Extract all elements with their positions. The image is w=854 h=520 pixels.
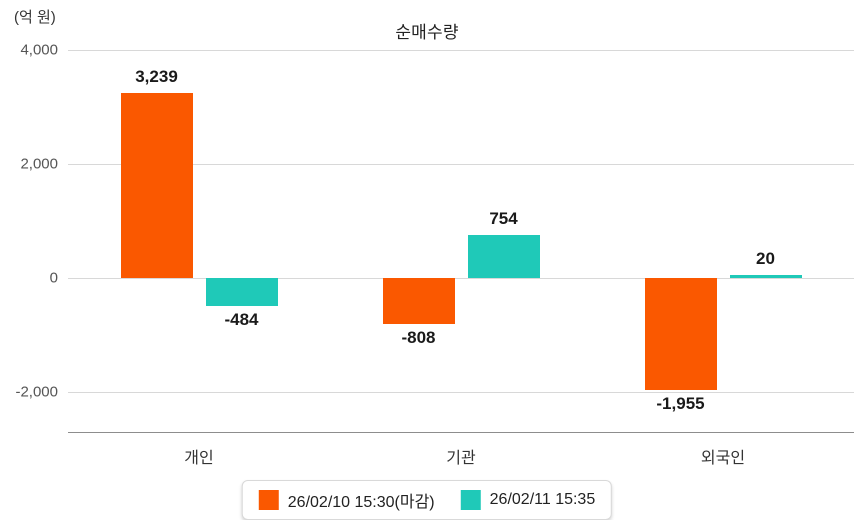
bar-value-label: 3,239 bbox=[135, 67, 178, 87]
x-axis-category-label: 외국인 bbox=[700, 450, 746, 467]
chart-title: 순매수량 bbox=[395, 23, 459, 42]
bar-value-label: -808 bbox=[401, 328, 436, 348]
y-axis-tick-label: 0 bbox=[49, 269, 58, 287]
legend-item-series-1[interactable]: 26/02/10 15:30(마감) bbox=[258, 488, 435, 512]
legend-label-series-1: 26/02/10 15:30(마감) bbox=[287, 494, 435, 511]
y-axis-unit-label: (억 원) bbox=[14, 9, 56, 26]
x-axis-category-label: 개인 bbox=[184, 450, 214, 467]
bar-value-label: -484 bbox=[224, 309, 259, 329]
bar-1-2[interactable] bbox=[382, 278, 455, 325]
gridline-2000 bbox=[68, 164, 854, 166]
y-axis-tick-label: -2,000 bbox=[15, 383, 58, 401]
bar-2-1[interactable] bbox=[205, 278, 278, 306]
plot-area: 4,000 2,000 0 -2,000 3,239 -484 개인 -808 754 기관 -1,… bbox=[15, 42, 854, 467]
chart-legend: 26/02/10 15:30(마감) 26/02/11 15:35 bbox=[241, 480, 613, 520]
bar-1-1[interactable] bbox=[120, 93, 193, 279]
legend-label-series-2: 26/02/11 15:35 bbox=[489, 491, 596, 508]
bar-value-label: -1,955 bbox=[656, 393, 705, 413]
bar-2-3[interactable] bbox=[729, 275, 802, 279]
bar-value-label: 20 bbox=[756, 249, 775, 269]
gridline--2000 bbox=[68, 392, 854, 394]
gridline-0 bbox=[68, 278, 854, 280]
legend-item-series-2[interactable]: 26/02/11 15:35 bbox=[460, 490, 596, 510]
legend-swatch-orange bbox=[258, 490, 279, 510]
x-axis-line bbox=[68, 432, 854, 433]
gridline-4000 bbox=[68, 50, 854, 51]
x-axis-category-label: 기관 bbox=[446, 450, 476, 467]
bar-2-2[interactable] bbox=[467, 235, 540, 279]
bar-value-label: 754 bbox=[489, 209, 518, 229]
legend-swatch-teal bbox=[460, 490, 481, 510]
bar-1-3[interactable] bbox=[644, 278, 717, 390]
y-axis-tick-label: 2,000 bbox=[20, 155, 58, 173]
y-axis-tick-label: 4,000 bbox=[20, 41, 58, 59]
